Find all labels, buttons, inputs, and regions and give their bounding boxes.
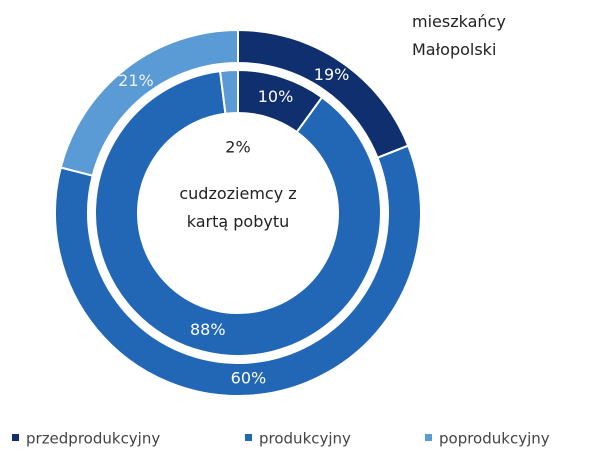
legend-label: produkcyjny: [259, 430, 351, 448]
data-label: 19%: [314, 65, 350, 84]
outer-ring-label: mieszkańcy Małopolski: [412, 12, 506, 59]
data-label: 2%: [225, 138, 250, 157]
legend-swatch: [245, 434, 252, 441]
donut-segment: [54, 144, 422, 397]
data-label: 88%: [190, 320, 226, 339]
data-label: 60%: [231, 369, 267, 388]
legend-label: poprodukcyjny: [439, 430, 550, 448]
legend-swatch: [12, 434, 19, 441]
donut-segment: [59, 28, 239, 177]
legend-swatch: [425, 434, 432, 441]
data-label: 21%: [118, 71, 154, 90]
donut-segment: [218, 68, 239, 115]
inner-ring-label: cudzoziemcy z kartą pobytu: [179, 184, 297, 231]
data-label: 10%: [258, 87, 294, 106]
legend-label: przedprodukcyjny: [26, 430, 160, 448]
donut-segment: [94, 70, 382, 357]
